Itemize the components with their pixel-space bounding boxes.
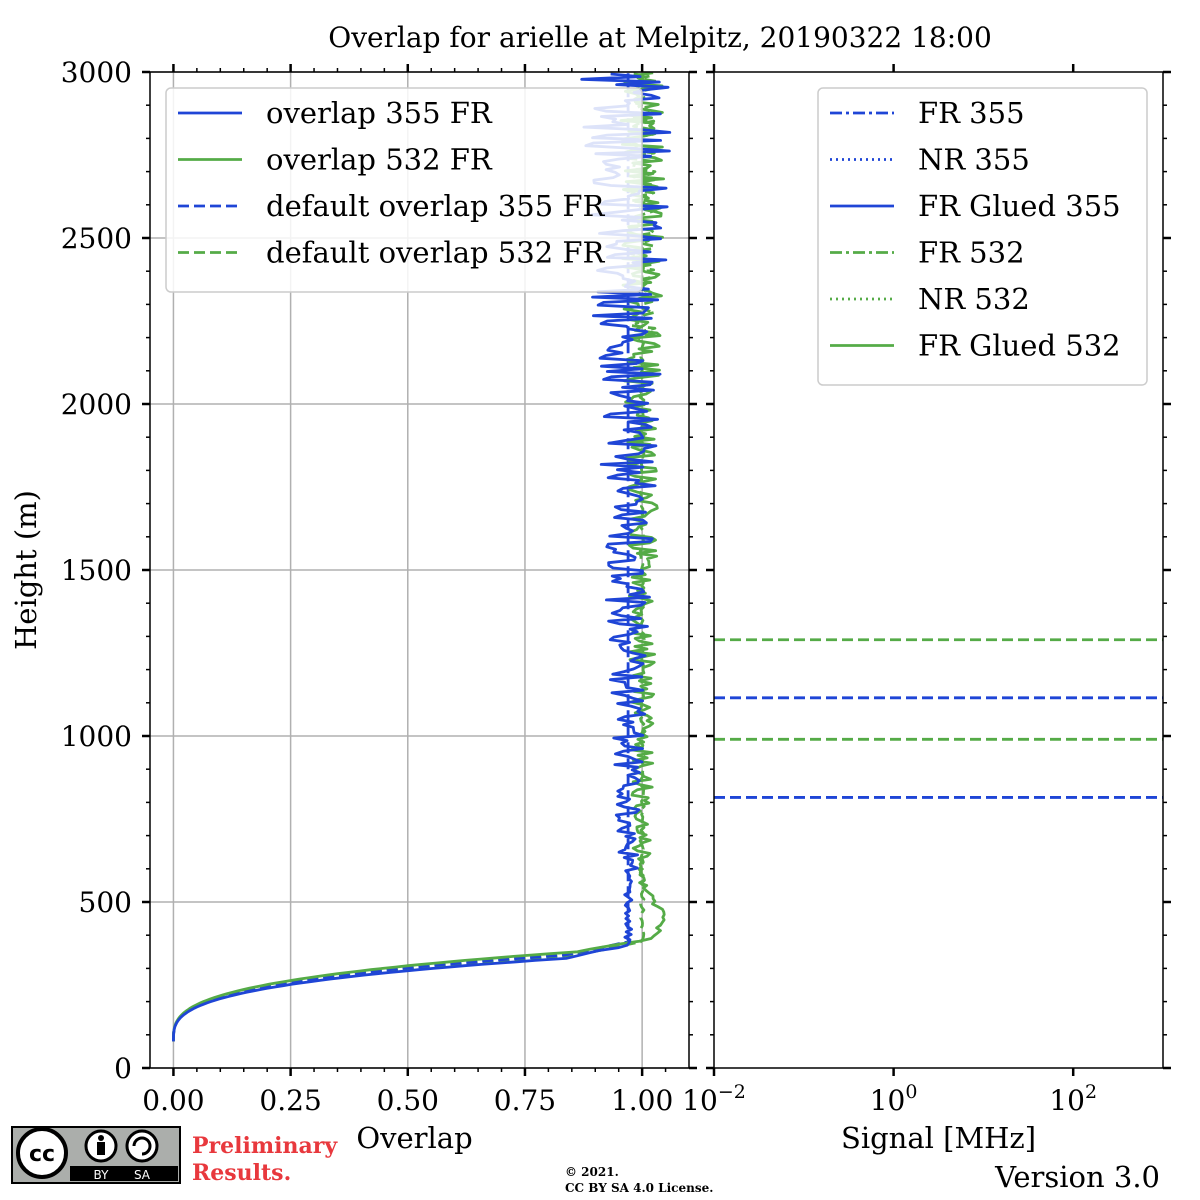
signal-legend: FR 355 NR 355 FR Glued 355 FR 532 NR 532 FR G… bbox=[817, 87, 1148, 386]
overlap-legend-label-1: overlap 532 FR bbox=[266, 143, 493, 177]
height-y-axis-label: Height (m) bbox=[9, 490, 43, 650]
chart-title: Overlap for arielle at Melpitz, 20190322… bbox=[328, 21, 992, 54]
overlap-x-tick-label: 1.00 bbox=[611, 1084, 673, 1117]
cc-icon bbox=[16, 1127, 68, 1179]
overlap-x-axis-label: Overlap bbox=[356, 1121, 472, 1155]
footer: cc BY SA Preliminary Results. © 2021. CC… bbox=[11, 1126, 1160, 1195]
signal-legend-label-1: NR 355 bbox=[918, 143, 1030, 177]
overlap-x-tick-label: 0.50 bbox=[377, 1084, 439, 1117]
signal-x-axis-label: Signal [MHz] bbox=[841, 1121, 1036, 1155]
cc-by-sa-badge: cc BY SA bbox=[11, 1126, 181, 1184]
by-label: BY bbox=[94, 1168, 110, 1182]
signal-x-tick-label: 102 bbox=[1049, 1081, 1097, 1117]
overlap-y-tick-label: 2000 bbox=[61, 388, 132, 421]
signal-legend-label-2: FR Glued 355 bbox=[918, 189, 1121, 223]
overlap-legend-box bbox=[165, 87, 643, 293]
copyright-line2: CC BY SA 4.0 License. bbox=[565, 1181, 713, 1195]
cc-icon-text: cc bbox=[29, 1142, 55, 1167]
badge-bottom-strip bbox=[70, 1166, 178, 1181]
overlap-y-tick-label: 3000 bbox=[61, 56, 132, 89]
signal-legend-box bbox=[817, 87, 1148, 386]
overlap-legend-label-3: default overlap 532 FR bbox=[266, 236, 605, 270]
preliminary-label-line2: Results. bbox=[192, 1160, 291, 1186]
overlap-x-tick-label: 0.00 bbox=[142, 1084, 204, 1117]
signal-series bbox=[714, 638, 1163, 799]
overlap-y-tick-label: 1000 bbox=[61, 720, 132, 753]
overlap-ticks: 0.00 0.25 0.50 0.75 1.00 0 500 1000 1500 2000 2500… bbox=[61, 56, 697, 1117]
signal-legend-label-0: FR 355 bbox=[918, 96, 1025, 130]
signal-legend-label-3: FR 532 bbox=[918, 236, 1025, 270]
by-icon-body bbox=[97, 1142, 105, 1155]
sa-icon-arrow bbox=[132, 1136, 152, 1156]
copyright-line1: © 2021. bbox=[565, 1165, 619, 1179]
overlap-legend-label-0: overlap 355 FR bbox=[266, 96, 493, 130]
signal-legend-label-4: NR 532 bbox=[918, 282, 1030, 316]
overlap-x-tick-label: 0.25 bbox=[259, 1084, 321, 1117]
signal-legend-label-5: FR Glued 532 bbox=[918, 329, 1121, 363]
overlap-y-tick-label: 500 bbox=[79, 886, 132, 919]
overlap-legend-label-2: default overlap 355 FR bbox=[266, 189, 605, 223]
overlap-y-tick-label: 0 bbox=[114, 1052, 132, 1085]
overlap-y-tick-label: 1500 bbox=[61, 554, 132, 587]
overlap-x-tick-label: 0.75 bbox=[494, 1084, 556, 1117]
overlap-y-tick-label: 2500 bbox=[61, 222, 132, 255]
preliminary-label-line1: Preliminary bbox=[192, 1133, 338, 1159]
signal-x-tick-label: 100 bbox=[870, 1081, 918, 1117]
version-label: Version 3.0 bbox=[994, 1160, 1160, 1194]
overlap-legend: overlap 355 FR overlap 532 FR default over… bbox=[165, 87, 643, 293]
overlap-panel: 0.00 0.25 0.50 0.75 1.00 0 500 1000 1500 2000 2500… bbox=[9, 56, 697, 1155]
by-icon-head bbox=[98, 1135, 104, 1141]
sa-label: SA bbox=[134, 1168, 151, 1182]
sa-icon bbox=[125, 1129, 159, 1163]
signal-panel: 10−2 100 102 Signal [MHz] FR 355 NR 355 FR G… bbox=[682, 64, 1171, 1155]
signal-ticks: 10−2 100 102 bbox=[682, 64, 1171, 1117]
signal-x-tick-label: 10−2 bbox=[682, 1081, 746, 1117]
